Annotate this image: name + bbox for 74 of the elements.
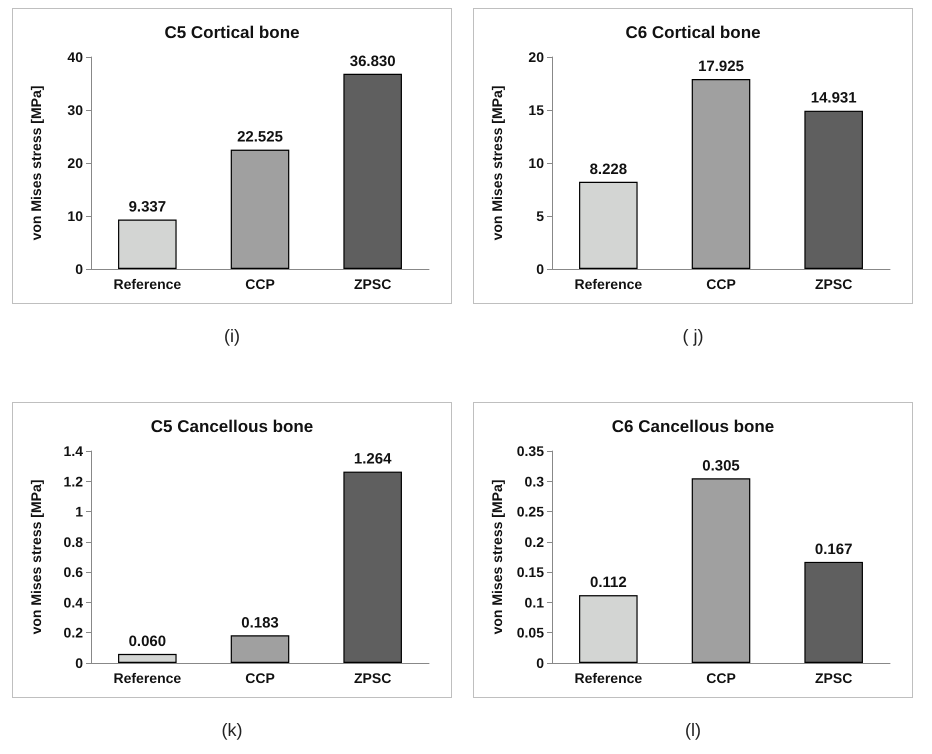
y-tick-label: 1.2 [64,473,84,490]
bar [118,220,177,269]
y-axis-title: von Mises stress [MPa] [28,480,44,634]
data-label: 0.060 [128,632,166,650]
y-tick-label: 0.6 [64,564,84,580]
text: (l) [684,720,702,741]
x-tick-label: ZPSC [814,670,852,686]
data-label: 1.264 [354,450,392,468]
bar [343,472,402,663]
y-tick-label: 20 [528,49,544,65]
data-label: 0.183 [241,614,279,632]
y-tick-label: 10 [67,208,84,224]
y-tick-label: 30 [67,102,84,118]
data-label: 36.830 [350,52,396,70]
bar [804,562,863,663]
x-tick-label: Reference [113,276,182,292]
y-tick-label: 0 [536,655,544,671]
chart-title: C6 Cancellous bone [612,417,774,436]
x-tick-label: Reference [574,276,642,292]
x-tick-label: CCP [245,670,275,686]
chart-title: C6 Cortical bone [625,23,761,42]
data-label: 17.925 [698,58,744,75]
x-tick-label: CCP [706,276,736,292]
chart-title: C5 Cancellous bone [150,417,314,436]
y-tick-label: 5 [536,208,544,224]
text: (i) [223,326,241,347]
y-tick-label: 0.1 [524,594,544,610]
y-tick-label: 0 [75,655,84,671]
bar [118,654,177,663]
y-tick-label: 1.4 [64,443,84,459]
text: (k) [220,720,244,741]
data-label: 14.931 [810,90,857,107]
y-tick-label: 0.05 [516,624,544,641]
chart-title: C5 Cortical bone [164,23,300,42]
bar [692,478,750,663]
y-tick-label: 0.4 [64,594,84,610]
y-tick-label: 0 [75,261,84,277]
data-label: 9.337 [128,198,166,216]
y-tick-label: 20 [67,155,84,171]
x-tick-label: ZPSC [354,276,392,292]
y-tick-label: 0.25 [516,504,544,520]
x-tick-label: ZPSC [814,276,852,292]
y-axis-title: von Mises stress [MPa] [489,86,505,240]
y-tick-label: 0.35 [516,443,544,459]
y-axis-title: von Mises stress [MPa] [489,480,505,634]
y-tick-label: 0 [536,261,544,277]
data-label: 0.305 [702,457,740,474]
data-label: 0.167 [814,540,852,558]
y-axis-title: von Mises stress [MPa] [28,86,44,240]
y-tick-label: 10 [528,155,544,171]
y-tick-label: 0.15 [516,564,544,580]
bar [230,150,290,269]
bar [230,635,290,663]
y-tick-label: 1 [75,504,84,520]
bar [804,110,863,269]
x-tick-label: ZPSC [354,670,392,686]
text: ( j) [682,326,704,347]
y-tick-label: 0.3 [524,473,544,490]
bar [692,78,750,269]
x-tick-label: CCP [245,276,275,292]
y-tick-label: 15 [528,102,544,118]
bar [579,595,638,663]
data-label: 0.112 [590,574,627,592]
y-tick-label: 0.2 [64,624,84,641]
x-tick-label: Reference [574,670,642,686]
x-tick-label: Reference [113,670,182,686]
x-tick-label: CCP [706,670,736,686]
y-tick-label: 0.8 [64,534,84,550]
y-tick-label: 40 [67,49,84,65]
data-label: 8.228 [590,160,628,178]
bar [343,74,402,269]
bar [579,182,638,269]
y-tick-label: 0.2 [524,534,544,550]
data-label: 22.525 [237,128,283,146]
